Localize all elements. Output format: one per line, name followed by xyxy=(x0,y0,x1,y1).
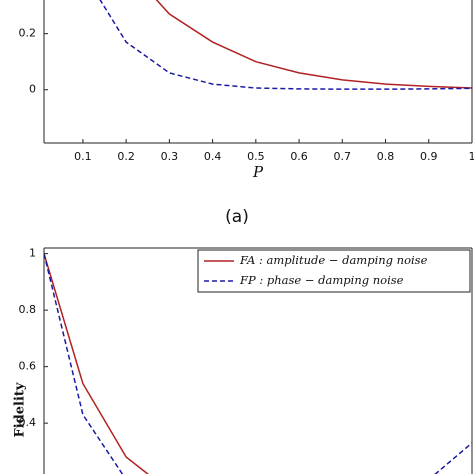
y-tick-label: 0 xyxy=(29,83,36,96)
legend-label: FP : phase − damping noise xyxy=(239,273,404,287)
y-axis-label: Fidelity xyxy=(13,382,28,437)
x-tick-label: 0.1 xyxy=(74,150,92,163)
x-tick-label: 1 xyxy=(469,150,474,163)
y-tick-label: 0.4 xyxy=(19,416,37,429)
x-tick-label: 0.4 xyxy=(204,150,222,163)
x-tick-label: 0.9 xyxy=(420,150,438,163)
x-tick-label: 0.8 xyxy=(377,150,395,163)
legend-label: FA : amplitude − damping noise xyxy=(239,253,428,267)
y-tick-label: 0.8 xyxy=(19,303,37,316)
series-line xyxy=(44,253,149,474)
x-tick-label: 0.2 xyxy=(117,150,135,163)
caption: (a) xyxy=(225,207,249,227)
x-tick-label: 0.3 xyxy=(161,150,179,163)
y-tick-label: 0.2 xyxy=(19,27,37,40)
legend-box xyxy=(197,249,471,293)
x-tick-label: 0.7 xyxy=(334,150,352,163)
series-line xyxy=(155,0,472,89)
x-tick-label: 0.6 xyxy=(290,150,308,163)
y-tick-label: 0.6 xyxy=(19,360,37,373)
x-tick-label: 0.5 xyxy=(247,150,265,163)
y-tick-label: 1 xyxy=(29,247,36,260)
x-axis-label: P xyxy=(252,163,264,181)
series-line xyxy=(99,0,472,90)
plot-area xyxy=(99,0,472,90)
